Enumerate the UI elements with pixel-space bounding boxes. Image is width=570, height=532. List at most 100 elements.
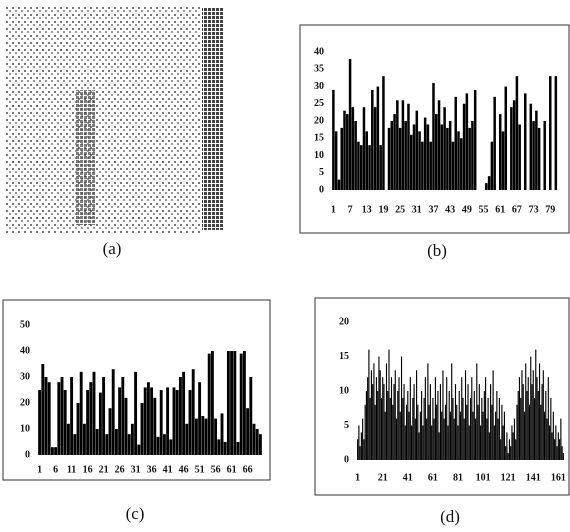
bar [397, 391, 398, 460]
bar [343, 111, 346, 190]
bar [441, 412, 442, 460]
y-tick-label: 10 [314, 150, 324, 161]
bar [382, 377, 383, 460]
bar [102, 377, 105, 455]
bar [224, 442, 227, 455]
bar [179, 377, 182, 455]
bar [545, 391, 546, 460]
x-tick-label: 16 [83, 464, 93, 475]
bar [539, 363, 540, 460]
bar [400, 412, 401, 460]
bar [141, 403, 144, 455]
bar [429, 142, 432, 190]
bar [510, 446, 511, 460]
bar [361, 432, 362, 460]
bar [457, 131, 460, 190]
bar [552, 432, 553, 460]
bar [205, 419, 208, 455]
bar [380, 370, 381, 460]
bar [530, 357, 531, 461]
bar [392, 405, 393, 460]
x-tick-label: 36 [147, 464, 157, 475]
bar [493, 370, 494, 460]
bar [373, 363, 374, 460]
bar [346, 114, 349, 190]
bar [243, 351, 246, 455]
x-tick-label: 79 [545, 204, 555, 215]
bar [530, 104, 533, 190]
bar [518, 124, 521, 190]
bar [543, 121, 546, 190]
bar [480, 426, 481, 461]
bar [407, 391, 408, 460]
bar [375, 405, 376, 460]
bar [483, 412, 484, 460]
bar [227, 351, 230, 455]
bar [424, 118, 427, 190]
bar [427, 124, 430, 190]
bar [83, 424, 86, 455]
bar [496, 391, 497, 460]
y-tick-label: 20 [20, 397, 30, 408]
bar [559, 439, 560, 460]
bar [259, 434, 262, 455]
y-tick-label: 35 [314, 64, 324, 75]
bar [73, 434, 76, 455]
y-tick-label: 40 [314, 46, 324, 57]
x-tick-label: 81 [453, 472, 463, 483]
bar [457, 426, 458, 461]
x-tick-label: 161 [551, 472, 566, 483]
bar [509, 439, 510, 460]
bar [486, 419, 487, 460]
y-tick-label: 20 [339, 316, 349, 327]
bar [391, 377, 392, 460]
bar [420, 412, 421, 460]
bar [198, 382, 201, 455]
bar [396, 419, 397, 460]
bar [401, 357, 402, 461]
bar [475, 419, 476, 460]
bar [57, 382, 60, 455]
bar [501, 405, 502, 460]
bar [388, 128, 391, 190]
bar [454, 97, 457, 190]
bar [408, 412, 409, 460]
bar [352, 107, 355, 190]
bar [504, 412, 505, 460]
bar [437, 391, 438, 460]
bar [560, 419, 561, 460]
bar [558, 432, 559, 460]
x-tick-label: 6 [53, 464, 58, 475]
bar [538, 128, 541, 190]
bar [445, 405, 446, 460]
bar [515, 439, 516, 460]
y-tick-label: 30 [20, 371, 30, 382]
bar [407, 104, 410, 190]
bar [431, 426, 432, 461]
y-tick-label: 0 [319, 184, 324, 195]
bar [563, 453, 564, 460]
bar [485, 183, 488, 190]
x-tick-label: 25 [395, 204, 405, 215]
x-tick-label: 141 [526, 472, 541, 483]
bar [383, 384, 384, 460]
bar [80, 372, 83, 455]
bar [461, 377, 462, 460]
bar [554, 439, 555, 460]
bar [371, 90, 374, 190]
x-tick-label: 31 [131, 464, 141, 475]
y-tick-label: 40 [20, 345, 30, 356]
bar [208, 354, 211, 455]
bar [366, 131, 369, 190]
bar [150, 387, 153, 455]
bar [403, 384, 404, 460]
bar [524, 93, 527, 190]
bar [377, 391, 378, 460]
bar [430, 384, 431, 460]
bar [450, 412, 451, 460]
x-tick-label: 41 [163, 464, 173, 475]
bar [368, 350, 369, 460]
bar [555, 426, 556, 461]
bar [233, 351, 236, 455]
y-tick-label: 50 [20, 319, 30, 330]
